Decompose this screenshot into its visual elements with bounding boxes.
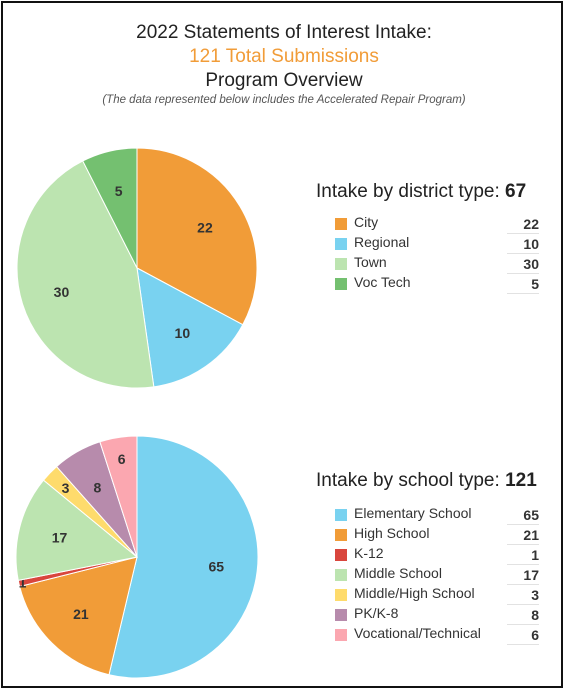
school-legend-label-pk-k-8: PK/K-8 xyxy=(354,605,399,621)
school-legend-label-middle-school: Middle School xyxy=(354,565,442,581)
school-legend-value-middle-school: 17 xyxy=(507,567,539,585)
school-slice-elementary-school xyxy=(108,435,259,679)
district-legend-value-city: 22 xyxy=(507,216,539,234)
school-label-elementary-school: 65 xyxy=(209,558,225,574)
school-slice-vocational-technical xyxy=(99,435,138,558)
school-type-total: 121 xyxy=(505,470,537,491)
district-label-regional: 10 xyxy=(175,325,191,341)
district-legend-label-regional: Regional xyxy=(354,234,410,250)
district-legend-item-city: City 22 xyxy=(335,214,555,234)
school-legend-label-vocational-technical: Vocational/Technical xyxy=(354,625,481,641)
subtitle: Program Overview xyxy=(205,70,363,91)
district-legend-value-regional: 10 xyxy=(507,236,539,254)
school-legend-label-elementary-school: Elementary School xyxy=(354,505,472,521)
district-label-town: 30 xyxy=(54,284,70,300)
school-legend-value-middle-high-school: 3 xyxy=(507,587,539,605)
district-label-city: 22 xyxy=(197,219,213,235)
school-legend-item-middle-school: Middle School 17 xyxy=(335,565,555,585)
district-legend-label-town: Town xyxy=(354,254,387,270)
district-legend-item-town: Town 30 xyxy=(335,254,555,274)
district-legend-swatch-town xyxy=(335,258,347,270)
school-legend-swatch-pk-k-8 xyxy=(335,609,347,621)
district-slice-city xyxy=(136,147,258,326)
school-legend-label-middle-high-school: Middle/High School xyxy=(354,585,475,601)
school-label-middle-high-school: 3 xyxy=(62,480,70,496)
school-legend-swatch-elementary-school xyxy=(335,509,347,521)
school-slice-middle-school xyxy=(15,479,139,582)
school-legend-label-high-school: High School xyxy=(354,525,430,541)
main-title: 2022 Statements of Interest Intake: xyxy=(136,22,432,43)
school-legend-item-vocational-technical: Vocational/Technical 6 xyxy=(335,625,555,645)
district-type-total: 67 xyxy=(505,181,527,202)
school-label-vocational-technical: 6 xyxy=(118,451,126,467)
school-legend-swatch-vocational-technical xyxy=(335,629,347,641)
school-legend-item-k-12: K-12 1 xyxy=(335,545,555,565)
school-legend-item-pk-k-8: PK/K-8 8 xyxy=(335,605,555,625)
school-label-k-12: 1 xyxy=(19,575,27,591)
school-type-title: Intake by school type: 121 xyxy=(316,470,537,492)
district-slice-regional xyxy=(136,267,244,388)
school-legend-item-middle-high-school: Middle/High School 3 xyxy=(335,585,555,605)
district-legend-swatch-city xyxy=(335,218,347,230)
district-slice-voc-tech xyxy=(82,147,138,269)
school-label-middle-school: 17 xyxy=(52,530,68,546)
district-slice-town xyxy=(16,160,155,389)
school-legend-value-k-12: 1 xyxy=(507,547,539,565)
school-legend-label-k-12: K-12 xyxy=(354,545,384,561)
district-legend-label-city: City xyxy=(354,214,379,230)
total-submissions: 121 Total Submissions xyxy=(189,46,379,67)
district-type-title: Intake by district type: 67 xyxy=(316,181,526,203)
school-label-pk-k-8: 8 xyxy=(93,480,101,496)
note: (The data represented below includes the… xyxy=(102,94,466,106)
school-label-high-school: 21 xyxy=(73,606,89,622)
school-legend-swatch-k-12 xyxy=(335,549,347,561)
district-legend-swatch-voc-tech xyxy=(335,278,347,290)
district-legend-label-voc-tech: Voc Tech xyxy=(354,274,411,290)
school-legend-swatch-high-school xyxy=(335,529,347,541)
school-legend-swatch-middle-high-school xyxy=(335,589,347,601)
school-legend-value-high-school: 21 xyxy=(507,527,539,545)
school-legend-item-high-school: High School 21 xyxy=(335,525,555,545)
school-legend-item-elementary-school: Elementary School 65 xyxy=(335,505,555,525)
district-legend-value-voc-tech: 5 xyxy=(507,276,539,294)
school-type-title-text: Intake by school type: xyxy=(316,470,500,491)
school-legend-swatch-middle-school xyxy=(335,569,347,581)
district-type-title-text: Intake by district type: xyxy=(316,181,500,202)
school-legend-value-vocational-technical: 6 xyxy=(507,627,539,645)
district-legend-swatch-regional xyxy=(335,238,347,250)
district-legend-item-regional: Regional 10 xyxy=(335,234,555,254)
school-legend-value-elementary-school: 65 xyxy=(507,507,539,525)
school-legend-value-pk-k-8: 8 xyxy=(507,607,539,625)
school-slice-high-school xyxy=(19,556,138,676)
district-legend-item-voc-tech: Voc Tech 5 xyxy=(335,274,555,294)
district-label-voc-tech: 5 xyxy=(115,183,123,199)
district-legend-value-town: 30 xyxy=(507,256,539,274)
